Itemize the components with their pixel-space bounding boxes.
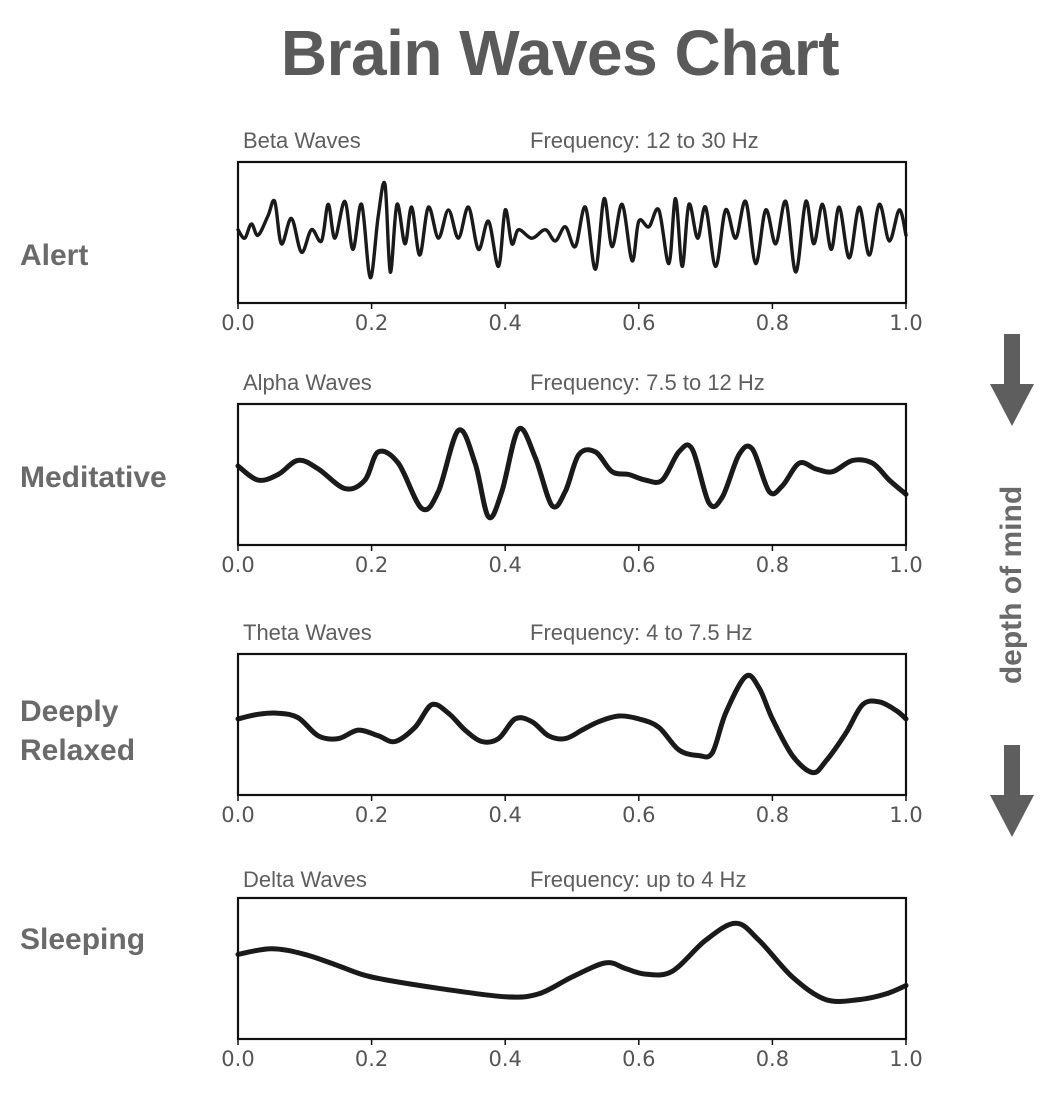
x-tick-label: 0.6 (622, 1047, 655, 1071)
x-tick-label: 0.2 (355, 553, 388, 577)
x-tick-label: 0.0 (221, 803, 254, 827)
state-label-sleeping: Sleeping (20, 923, 146, 956)
plot-frame (236, 402, 908, 547)
panel-beta: 0.0 0.2 0.4 0.6 0.8 1.0 (221, 160, 923, 335)
panel-theta: 0.0 0.2 0.4 0.6 0.8 1.0 (221, 652, 923, 827)
plot-frame (236, 160, 908, 305)
x-tick-label: 0.8 (756, 311, 789, 335)
x-tick-label: 1.0 (889, 1047, 922, 1071)
panel-title-theta: Theta Waves (243, 620, 372, 645)
panel-frequency-beta: Frequency: 12 to 30 Hz (530, 128, 759, 153)
wave-line-beta (236, 180, 908, 280)
x-tick-label: 0.0 (221, 311, 254, 335)
plot-frame (236, 652, 908, 797)
x-tick-label: 0.6 (622, 311, 655, 335)
x-tick-label: 0.2 (355, 1047, 388, 1071)
x-tick-label: 0.4 (488, 553, 521, 577)
plot-frame (236, 896, 908, 1041)
panel-frequency-theta: Frequency: 4 to 7.5 Hz (530, 620, 753, 645)
panel-alpha: 0.0 0.2 0.4 0.6 0.8 1.0 (221, 402, 923, 577)
panel-frequency-alpha: Frequency: 7.5 to 12 Hz (530, 370, 765, 395)
x-tick-label: 0.6 (622, 553, 655, 577)
x-tick-label: 1.0 (889, 553, 922, 577)
state-label-deeply-relaxed: Deeply Relaxed (20, 695, 136, 767)
panel-title-alpha: Alpha Waves (243, 370, 372, 395)
panel-frequency-delta: Frequency: up to 4 Hz (530, 867, 747, 892)
x-tick-label: 0.8 (756, 803, 789, 827)
x-tick-label: 0.8 (756, 1047, 789, 1071)
x-tick-label: 1.0 (889, 803, 922, 827)
x-tick-label: 0.0 (221, 553, 254, 577)
x-tick-label: 0.0 (221, 1047, 254, 1071)
x-tick-label: 0.4 (488, 311, 521, 335)
x-tick-label: 0.4 (488, 803, 521, 827)
x-tick-label: 0.2 (355, 311, 388, 335)
panel-title-beta: Beta Waves (243, 128, 361, 153)
x-tick-label: 0.6 (622, 803, 655, 827)
x-tick-label: 1.0 (889, 311, 922, 335)
chart-title: Brain Waves Chart (280, 17, 840, 89)
wave-line-delta (235, 920, 909, 1004)
x-tick-label: 0.8 (756, 553, 789, 577)
arrow-down-icon (990, 334, 1034, 426)
x-tick-label: 0.4 (488, 1047, 521, 1071)
state-label-meditative: Meditative (20, 461, 167, 494)
x-tick-label: 0.2 (355, 803, 388, 827)
wave-line-alpha (235, 425, 909, 521)
arrow-down-icon (990, 745, 1034, 837)
panel-delta: 0.0 0.2 0.4 0.6 0.8 1.0 (221, 896, 923, 1071)
state-label-alert: Alert (20, 239, 89, 272)
wave-line-theta (235, 672, 909, 776)
panel-title-delta: Delta Waves (243, 867, 367, 892)
depth-of-mind-label: depth of mind (995, 485, 1028, 685)
